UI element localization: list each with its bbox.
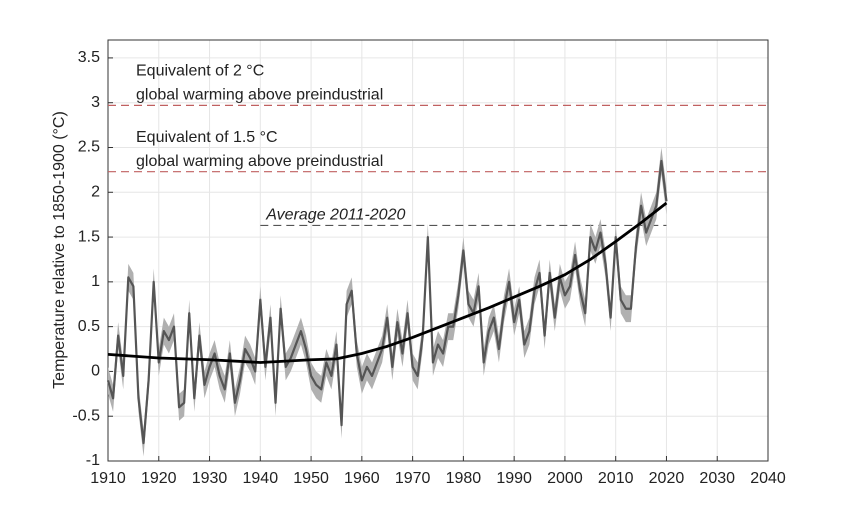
y-tick-label: 3.5 xyxy=(78,49,100,66)
reference-label: Equivalent of 1.5 °C xyxy=(136,129,278,146)
y-tick-label: -0.5 xyxy=(72,407,100,424)
y-tick-label: 2 xyxy=(91,183,100,200)
plot-area xyxy=(108,40,768,461)
reference-label: global warming above preindustrial xyxy=(136,153,383,170)
x-tick-label: 2040 xyxy=(750,470,786,487)
x-tick-label: 1940 xyxy=(243,470,279,487)
x-tick-label: 1970 xyxy=(395,470,431,487)
plot-frame xyxy=(107,39,769,462)
x-tick-label: 2010 xyxy=(598,470,634,487)
x-tick-label: 2000 xyxy=(547,470,583,487)
annual-line xyxy=(106,159,668,445)
y-axis-label: Temperature relative to 1850-1900 (°C) xyxy=(51,111,68,389)
y-tick-label: -1 xyxy=(86,452,100,469)
x-tick-label: 2020 xyxy=(649,470,685,487)
x-tick-label: 1910 xyxy=(90,470,126,487)
y-tick-label: 1 xyxy=(91,273,100,290)
y-tick-label: 3 xyxy=(91,94,100,111)
x-tick-label: 1960 xyxy=(344,470,380,487)
reference-label: Equivalent of 2 °C xyxy=(136,63,264,80)
y-tick-label: 0 xyxy=(91,363,100,380)
reference-label: global warming above preindustrial xyxy=(136,87,383,104)
x-tick-label: 1920 xyxy=(141,470,177,487)
y-tick-label: 2.5 xyxy=(78,139,100,156)
x-tick-label: 1930 xyxy=(192,470,228,487)
x-tick-label: 2030 xyxy=(699,470,735,487)
x-tick-label: 1980 xyxy=(446,470,482,487)
x-tick-label: 1950 xyxy=(293,470,329,487)
y-tick-label: 0.5 xyxy=(78,318,100,335)
trend-line xyxy=(107,201,668,364)
reference-label: Average 2011-2020 xyxy=(265,207,405,224)
x-tick-label: 1990 xyxy=(496,470,532,487)
y-tick-label: 1.5 xyxy=(78,228,100,245)
